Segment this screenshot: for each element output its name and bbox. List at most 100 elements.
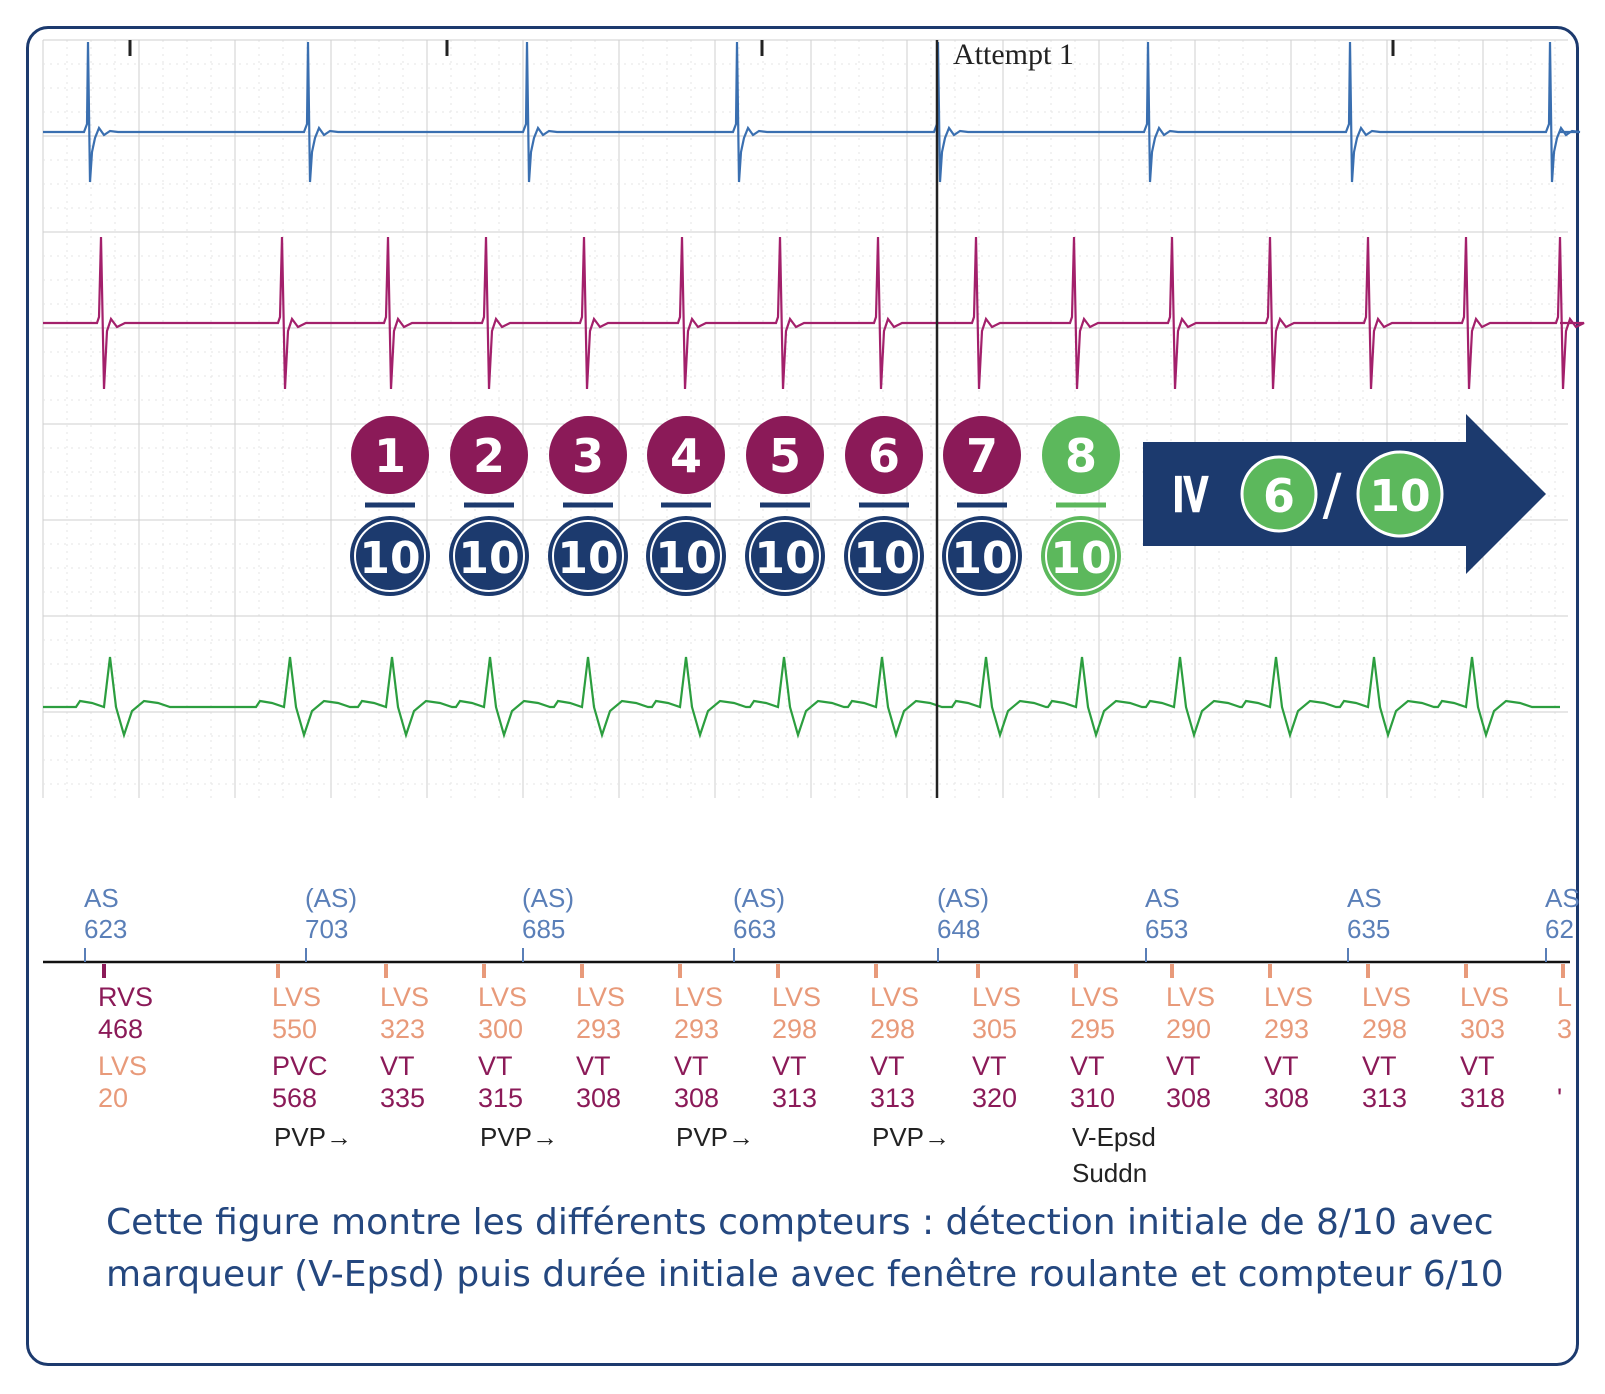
ecg-traces bbox=[43, 41, 1585, 739]
ventricular-marker-tick bbox=[1366, 964, 1370, 978]
arrow-numerator: 6 bbox=[1263, 469, 1295, 523]
counter-1: 1 10 bbox=[350, 416, 430, 596]
ventricular-marker-text: LVS bbox=[576, 982, 625, 1012]
trace-ventricular bbox=[43, 236, 1585, 390]
trace-surface-ecg bbox=[43, 656, 1560, 739]
atrial-marker-value: 635 bbox=[1347, 914, 1390, 944]
atrial-marker-value: 623 bbox=[84, 914, 127, 944]
ventricular-marker-extra: PVP→ bbox=[872, 1122, 950, 1152]
ventricular-marker: L3 ' bbox=[1557, 964, 1572, 1113]
ventricular-marker-text: VT bbox=[1460, 1051, 1495, 1081]
ventricular-marker-text: 293 bbox=[674, 1014, 719, 1044]
atrial-marker-label: AS bbox=[1145, 883, 1180, 913]
atrial-marker-label: AS bbox=[1545, 883, 1580, 913]
atrial-marker: (AS)663 bbox=[733, 883, 785, 962]
ventricular-marker-text: LVS bbox=[272, 982, 321, 1012]
ventricular-marker-text: LVS bbox=[674, 982, 723, 1012]
counter-denominator-circle bbox=[449, 516, 529, 596]
ventricular-marker-text: L bbox=[1557, 982, 1572, 1012]
ventricular-marker-tick bbox=[1464, 964, 1468, 978]
ventricular-marker-tick bbox=[482, 964, 486, 978]
counter-numerator-circle bbox=[450, 416, 528, 494]
rolling-window-arrow: ≥6 / 10 bbox=[1143, 414, 1546, 574]
counter-denominator-circle bbox=[548, 516, 628, 596]
ventricular-marker-text: 335 bbox=[380, 1083, 425, 1113]
counter-denominator-ring bbox=[749, 520, 821, 592]
attempt-marker: Attempt 1 bbox=[935, 38, 1074, 798]
ventricular-marker-tick bbox=[276, 964, 280, 978]
arrow-shape bbox=[1143, 414, 1546, 574]
ventricular-marker-text: RVS bbox=[98, 982, 153, 1012]
ventricular-marker-text: LVS bbox=[772, 982, 821, 1012]
atrial-marker-label: AS bbox=[84, 883, 119, 913]
atrial-marker-label: (AS) bbox=[305, 883, 357, 913]
ventricular-marker-text: 308 bbox=[674, 1083, 719, 1113]
ventricular-marker-text: 3 bbox=[1557, 1014, 1572, 1044]
counter-numerator: 2 bbox=[473, 429, 505, 483]
counter-7: 7 10 bbox=[942, 416, 1022, 596]
counter-denominator: 10 bbox=[754, 533, 815, 584]
ventricular-marker-text: 295 bbox=[1070, 1014, 1115, 1044]
ventricular-marker-text: 298 bbox=[1362, 1014, 1407, 1044]
counter-denominator-circle bbox=[942, 516, 1022, 596]
marker-annotations: AS623(AS)703(AS)685(AS)663(AS)648AS653AS… bbox=[43, 883, 1580, 1188]
ventricular-marker-text: 468 bbox=[98, 1014, 143, 1044]
atrial-marker-value: 685 bbox=[522, 914, 565, 944]
atrial-marker-value: 663 bbox=[733, 914, 776, 944]
ventricular-marker-extra: PVP→ bbox=[274, 1122, 352, 1152]
counter-numerator: 7 bbox=[966, 429, 998, 483]
ventricular-marker-text: LVS bbox=[1460, 982, 1509, 1012]
ventricular-marker-text: LVS bbox=[1070, 982, 1119, 1012]
counter-numerator-circle bbox=[845, 416, 923, 494]
ventricular-marker-text: 313 bbox=[772, 1083, 817, 1113]
ventricular-marker-tick bbox=[1170, 964, 1174, 978]
ventricular-marker-text: VT bbox=[1070, 1051, 1105, 1081]
ventricular-marker-extra: Suddn bbox=[1072, 1158, 1147, 1188]
counter-denominator-circle bbox=[1041, 516, 1121, 596]
counter-4: 4 10 bbox=[646, 416, 726, 596]
arrow-separator: / bbox=[1323, 463, 1342, 528]
ventricular-marker-text: 300 bbox=[478, 1014, 523, 1044]
counter-numerator-circle bbox=[746, 416, 824, 494]
ventricular-marker-tick bbox=[1561, 964, 1565, 978]
ventricular-marker-text: VT bbox=[1362, 1051, 1397, 1081]
ventricular-marker-tick bbox=[776, 964, 780, 978]
atrial-marker-value: 703 bbox=[305, 914, 348, 944]
ventricular-marker-text: 550 bbox=[272, 1014, 317, 1044]
counter-denominator-ring bbox=[453, 520, 525, 592]
counter-denominator-ring bbox=[650, 520, 722, 592]
arrow-denominator: 10 bbox=[1369, 471, 1430, 522]
ventricular-marker-text: VT bbox=[1166, 1051, 1201, 1081]
counter-denominator-circle bbox=[350, 516, 430, 596]
ventricular-marker-text: VT bbox=[478, 1051, 513, 1081]
counter-denominator-ring bbox=[848, 520, 920, 592]
ventricular-marker-text: 293 bbox=[1264, 1014, 1309, 1044]
counter-numerator: 5 bbox=[769, 429, 801, 483]
atrial-marker-value: 62 bbox=[1545, 914, 1574, 944]
ventricular-marker-text: 303 bbox=[1460, 1014, 1505, 1044]
counter-numerator-circle bbox=[351, 416, 429, 494]
counter-denominator-ring bbox=[1045, 520, 1117, 592]
ecg-grid bbox=[42, 39, 1568, 798]
counter-8: 8 10 bbox=[1041, 416, 1121, 596]
counter-denominator: 10 bbox=[1050, 533, 1111, 584]
ventricular-marker-extra: PVP→ bbox=[676, 1122, 754, 1152]
ventricular-marker-text: VT bbox=[870, 1051, 905, 1081]
ventricular-marker-tick bbox=[976, 964, 980, 978]
ventricular-marker-text: LVS bbox=[1166, 982, 1215, 1012]
ventricular-marker-text: VT bbox=[972, 1051, 1007, 1081]
counter-numerator: 6 bbox=[868, 429, 900, 483]
ventricular-marker-text: LVS bbox=[870, 982, 919, 1012]
counter-numerator-circle bbox=[549, 416, 627, 494]
ventricular-marker-text: VT bbox=[576, 1051, 611, 1081]
counter-denominator: 10 bbox=[951, 533, 1012, 584]
